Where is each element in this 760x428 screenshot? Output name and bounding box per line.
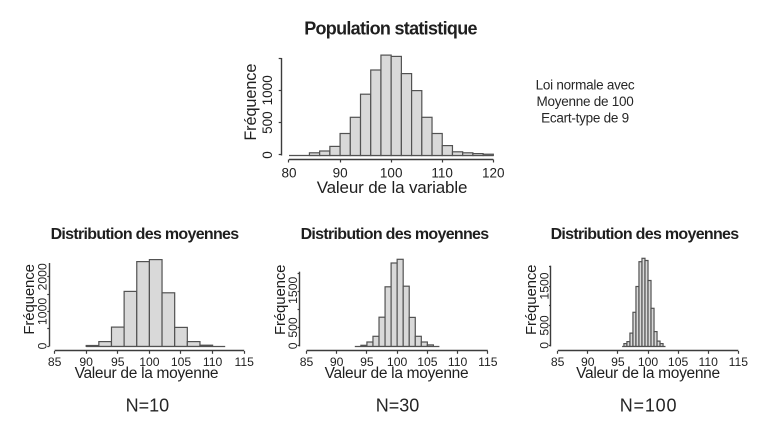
svg-text:115: 115 xyxy=(729,355,749,369)
svg-text:Distribution des moyennes: Distribution des moyennes xyxy=(301,226,490,243)
svg-text:Ecart-type de 9: Ecart-type de 9 xyxy=(541,111,629,126)
svg-text:Fréquence: Fréquence xyxy=(242,64,260,141)
svg-text:1000: 1000 xyxy=(36,298,50,325)
svg-text:115: 115 xyxy=(478,355,498,369)
svg-text:Population statistique: Population statistique xyxy=(304,19,477,39)
svg-text:500: 500 xyxy=(537,315,551,336)
svg-text:115: 115 xyxy=(234,355,254,369)
svg-text:90: 90 xyxy=(333,166,348,181)
svg-text:Fréquence: Fréquence xyxy=(21,264,38,334)
svg-text:1500: 1500 xyxy=(537,272,551,299)
svg-text:1000: 1000 xyxy=(260,75,275,105)
svg-text:100: 100 xyxy=(387,355,408,369)
svg-text:105: 105 xyxy=(171,355,192,369)
svg-text:500: 500 xyxy=(260,111,275,134)
svg-text:85: 85 xyxy=(48,355,62,369)
svg-text:Fréquence: Fréquence xyxy=(523,265,540,335)
svg-text:90: 90 xyxy=(581,355,595,369)
svg-text:110: 110 xyxy=(203,355,223,369)
svg-text:500: 500 xyxy=(286,317,300,338)
svg-text:100: 100 xyxy=(638,355,659,369)
svg-text:Fréquence: Fréquence xyxy=(272,265,289,335)
svg-text:Valeur de la variable: Valeur de la variable xyxy=(317,178,468,197)
svg-text:85: 85 xyxy=(551,355,565,369)
svg-text:N=10: N=10 xyxy=(126,395,170,415)
svg-text:110: 110 xyxy=(448,355,468,369)
svg-text:105: 105 xyxy=(668,355,689,369)
svg-text:110: 110 xyxy=(431,166,453,181)
svg-text:95: 95 xyxy=(611,355,625,369)
svg-text:100: 100 xyxy=(139,355,160,369)
svg-text:Valeur de la moyenne: Valeur de la moyenne xyxy=(325,365,469,382)
svg-text:105: 105 xyxy=(417,355,438,369)
svg-text:90: 90 xyxy=(330,355,344,369)
svg-text:Loi normale avec: Loi normale avec xyxy=(536,77,635,92)
svg-text:95: 95 xyxy=(111,355,125,369)
svg-text:120: 120 xyxy=(482,166,505,181)
svg-text:Valeur de la moyenne: Valeur de la moyenne xyxy=(75,365,219,382)
svg-text:0: 0 xyxy=(36,342,50,349)
svg-text:110: 110 xyxy=(698,355,718,369)
svg-text:Moyenne de 100: Moyenne de 100 xyxy=(536,94,633,109)
svg-text:0: 0 xyxy=(537,342,551,349)
svg-text:N=30: N=30 xyxy=(376,395,420,415)
svg-text:Valeur de la moyenne: Valeur de la moyenne xyxy=(576,365,720,382)
svg-text:N=100: N=100 xyxy=(620,395,678,415)
svg-text:90: 90 xyxy=(79,355,93,369)
svg-text:Distribution des moyennes: Distribution des moyennes xyxy=(51,226,240,243)
svg-text:100: 100 xyxy=(380,166,403,181)
svg-text:80: 80 xyxy=(281,166,296,181)
svg-text:1500: 1500 xyxy=(286,277,300,304)
svg-text:85: 85 xyxy=(300,355,314,369)
svg-text:0: 0 xyxy=(286,342,300,349)
svg-text:2000: 2000 xyxy=(36,263,50,290)
svg-text:0: 0 xyxy=(260,151,275,159)
svg-text:Distribution des moyennes: Distribution des moyennes xyxy=(551,226,740,243)
svg-text:95: 95 xyxy=(360,355,374,369)
